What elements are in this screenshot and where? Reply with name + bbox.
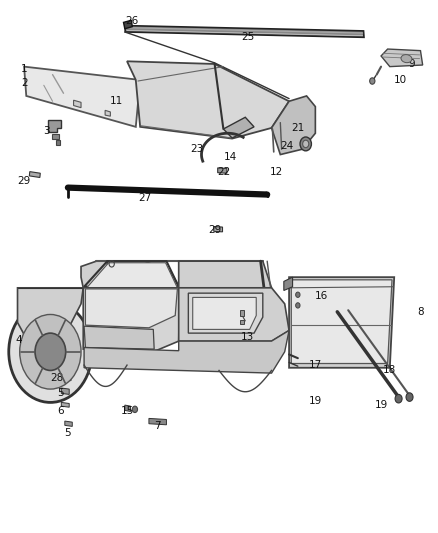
- Circle shape: [395, 394, 402, 403]
- Text: 19: 19: [309, 396, 322, 406]
- Text: 10: 10: [394, 75, 407, 85]
- Polygon shape: [65, 421, 72, 426]
- Polygon shape: [223, 117, 254, 138]
- Text: 26: 26: [125, 17, 138, 26]
- Circle shape: [20, 314, 81, 389]
- Text: 22: 22: [217, 167, 230, 176]
- Text: 14: 14: [223, 152, 237, 161]
- Circle shape: [132, 406, 138, 413]
- Polygon shape: [83, 288, 180, 352]
- Polygon shape: [284, 277, 293, 290]
- Polygon shape: [56, 140, 60, 145]
- Polygon shape: [188, 293, 263, 333]
- Text: 1: 1: [21, 64, 28, 74]
- Polygon shape: [125, 26, 364, 37]
- Polygon shape: [24, 67, 140, 127]
- Polygon shape: [18, 288, 83, 344]
- Circle shape: [303, 140, 309, 148]
- Polygon shape: [218, 168, 227, 173]
- Ellipse shape: [401, 54, 412, 63]
- Polygon shape: [240, 320, 244, 324]
- Polygon shape: [124, 20, 132, 29]
- Text: 3: 3: [42, 126, 49, 135]
- Text: 4: 4: [15, 335, 22, 344]
- Polygon shape: [381, 49, 423, 67]
- Text: 2: 2: [21, 78, 28, 87]
- Text: 23: 23: [191, 144, 204, 154]
- Text: 24: 24: [280, 141, 293, 150]
- Polygon shape: [61, 388, 69, 394]
- Polygon shape: [289, 277, 394, 368]
- Polygon shape: [127, 61, 289, 139]
- Text: 27: 27: [138, 193, 151, 203]
- Polygon shape: [179, 261, 272, 288]
- Text: 8: 8: [417, 307, 424, 317]
- Circle shape: [296, 292, 300, 297]
- Text: 15: 15: [120, 407, 134, 416]
- Circle shape: [35, 333, 66, 370]
- Text: 19: 19: [374, 400, 388, 410]
- Circle shape: [296, 303, 300, 308]
- Text: 25: 25: [241, 33, 254, 42]
- Circle shape: [370, 78, 375, 84]
- Text: 18: 18: [383, 365, 396, 375]
- Text: 9: 9: [408, 59, 415, 69]
- Text: 5: 5: [64, 428, 71, 438]
- Polygon shape: [179, 288, 289, 341]
- Polygon shape: [85, 289, 177, 328]
- Circle shape: [9, 301, 92, 402]
- Polygon shape: [125, 405, 131, 411]
- Polygon shape: [52, 134, 59, 139]
- Polygon shape: [240, 310, 244, 316]
- Polygon shape: [87, 263, 177, 288]
- Polygon shape: [74, 100, 81, 108]
- Text: 17: 17: [309, 360, 322, 369]
- Text: 6: 6: [57, 407, 64, 416]
- Polygon shape: [48, 120, 61, 132]
- Polygon shape: [84, 330, 289, 373]
- Text: 29: 29: [208, 225, 221, 235]
- Polygon shape: [61, 374, 71, 381]
- Polygon shape: [214, 227, 223, 232]
- Polygon shape: [61, 402, 69, 407]
- Polygon shape: [84, 326, 154, 349]
- Text: 28: 28: [50, 374, 64, 383]
- Text: 29: 29: [18, 176, 31, 186]
- Text: 12: 12: [269, 167, 283, 176]
- Polygon shape: [105, 110, 110, 116]
- Text: 7: 7: [154, 422, 161, 431]
- Text: 11: 11: [110, 96, 123, 106]
- Polygon shape: [272, 96, 315, 155]
- Circle shape: [300, 137, 311, 151]
- Text: 13: 13: [241, 332, 254, 342]
- Polygon shape: [29, 172, 40, 177]
- Text: 5: 5: [57, 388, 64, 398]
- Text: 16: 16: [315, 291, 328, 301]
- Polygon shape: [149, 418, 166, 425]
- Text: 21: 21: [291, 123, 304, 133]
- Polygon shape: [81, 261, 180, 288]
- Circle shape: [406, 393, 413, 401]
- Polygon shape: [193, 297, 256, 329]
- Polygon shape: [291, 280, 392, 364]
